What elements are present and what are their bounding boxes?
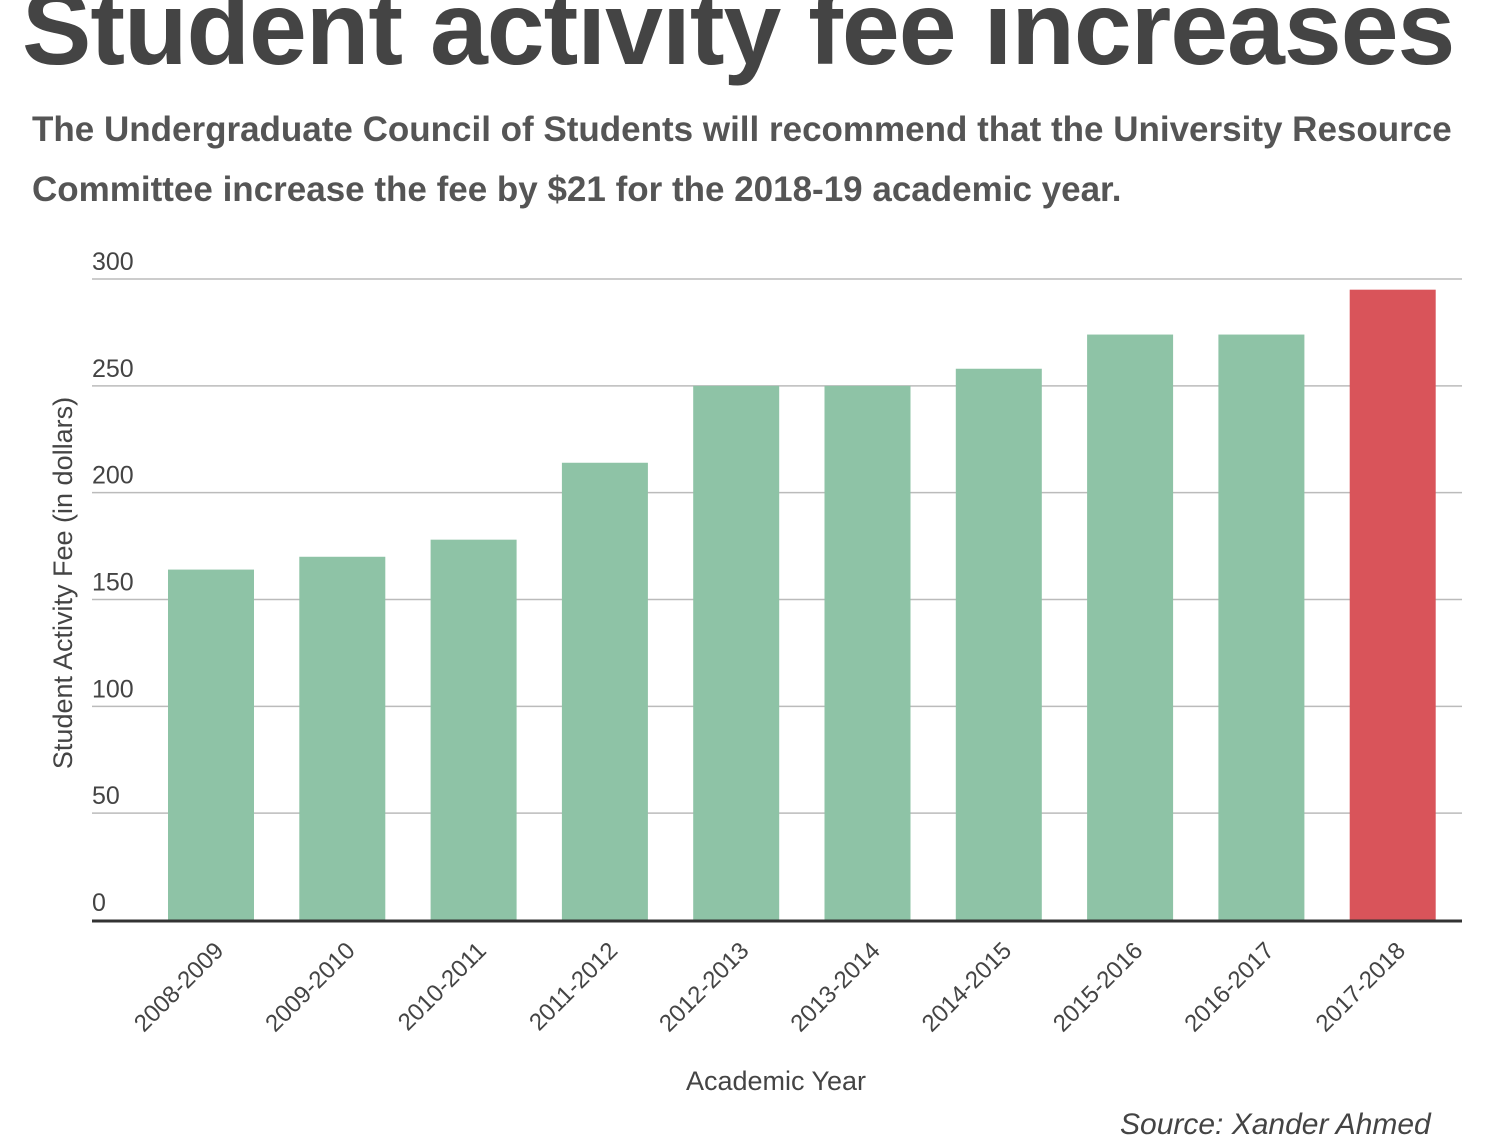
bar-2015-2016 [1087,334,1174,920]
bar-2013-2014 [824,385,911,920]
bar-2012-2013 [693,385,780,920]
bar-2016-2017 [1218,334,1305,920]
bar-2017-2018 [1349,289,1436,920]
y-tick-label: 250 [92,355,134,383]
y-tick-label: 100 [92,675,134,703]
chart-subtitle: The Undergraduate Council of Students wi… [32,110,1452,209]
x-tick-label: 2015-2016 [1048,937,1148,1037]
x-axis-title: Academic Year [686,1066,866,1096]
y-axis-title: Student Activity Fee (in dollars) [48,397,78,769]
chart-title: Student activity fee increases [22,0,1455,87]
x-tick-label: 2011-2012 [524,937,623,1036]
x-tick-label: 2014-2015 [917,937,1017,1037]
x-tick-label: 2009-2010 [260,937,360,1037]
y-tick-label: 150 [92,569,134,597]
bars [92,289,1462,923]
bar-2008-2009 [168,569,254,920]
x-tick-label: 2017-2018 [1311,937,1411,1037]
source-credit: Source: Xander Ahmed [1120,1108,1431,1141]
x-tick-label: 2010-2011 [393,937,492,1036]
x-tick-label: 2016-2017 [1179,937,1279,1037]
bar-2011-2012 [561,462,648,920]
y-tick-label: 0 [92,889,106,917]
y-tick-label: 300 [92,248,134,276]
bar-2010-2011 [430,539,517,920]
y-tick-label: 200 [92,462,134,490]
x-tick-label: 2013-2014 [785,937,885,1037]
bar-2014-2015 [955,368,1042,920]
x-tick-label: 2012-2013 [654,937,754,1037]
y-tick-label: 50 [92,782,120,810]
bar-2009-2010 [299,556,386,920]
x-tick-label: 2008-2009 [129,937,229,1037]
